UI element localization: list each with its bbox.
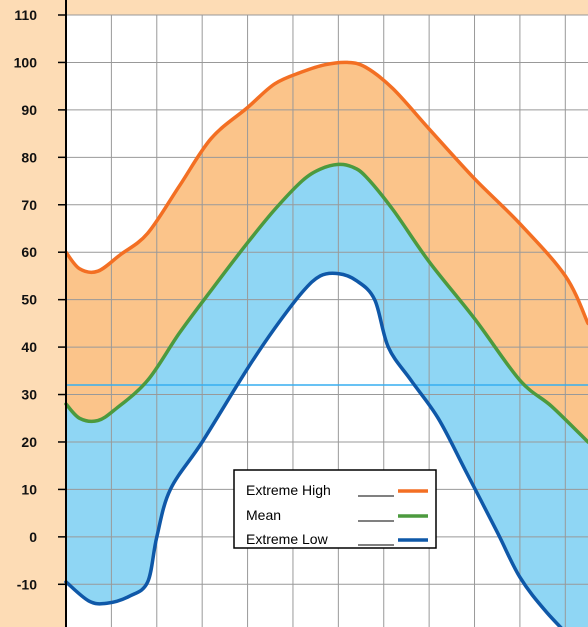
mean-line [64,162,588,444]
y-tick-label: 90 [21,102,37,118]
y-tick-label: 10 [21,481,37,497]
legend-label-extreme-low: Extreme Low [246,531,329,547]
y-tick-label: -10 [17,576,37,592]
y-tick-label: 20 [21,434,37,450]
y-tick-label: 40 [21,339,37,355]
y-tick-label: 110 [14,7,37,23]
extreme-low-line [64,271,563,627]
extreme-high-line [64,60,588,326]
lower-band-area [66,164,588,627]
y-tick-label: 70 [21,197,37,213]
y-tick-label: 50 [21,292,37,308]
legend: Extreme High Mean Extreme Low [233,469,437,549]
legend-box [233,469,437,549]
y-tick-label: 60 [21,244,37,260]
legend-label-mean: Mean [246,507,281,523]
legend-label-extreme-high: Extreme High [246,482,331,498]
y-tick-label: 100 [14,54,38,70]
lower-band-fill [66,164,588,627]
y-tick-label: 80 [21,149,37,165]
y-tick-label: 0 [29,529,37,545]
series-lines [64,60,588,627]
y-tick-label: 30 [21,387,37,403]
